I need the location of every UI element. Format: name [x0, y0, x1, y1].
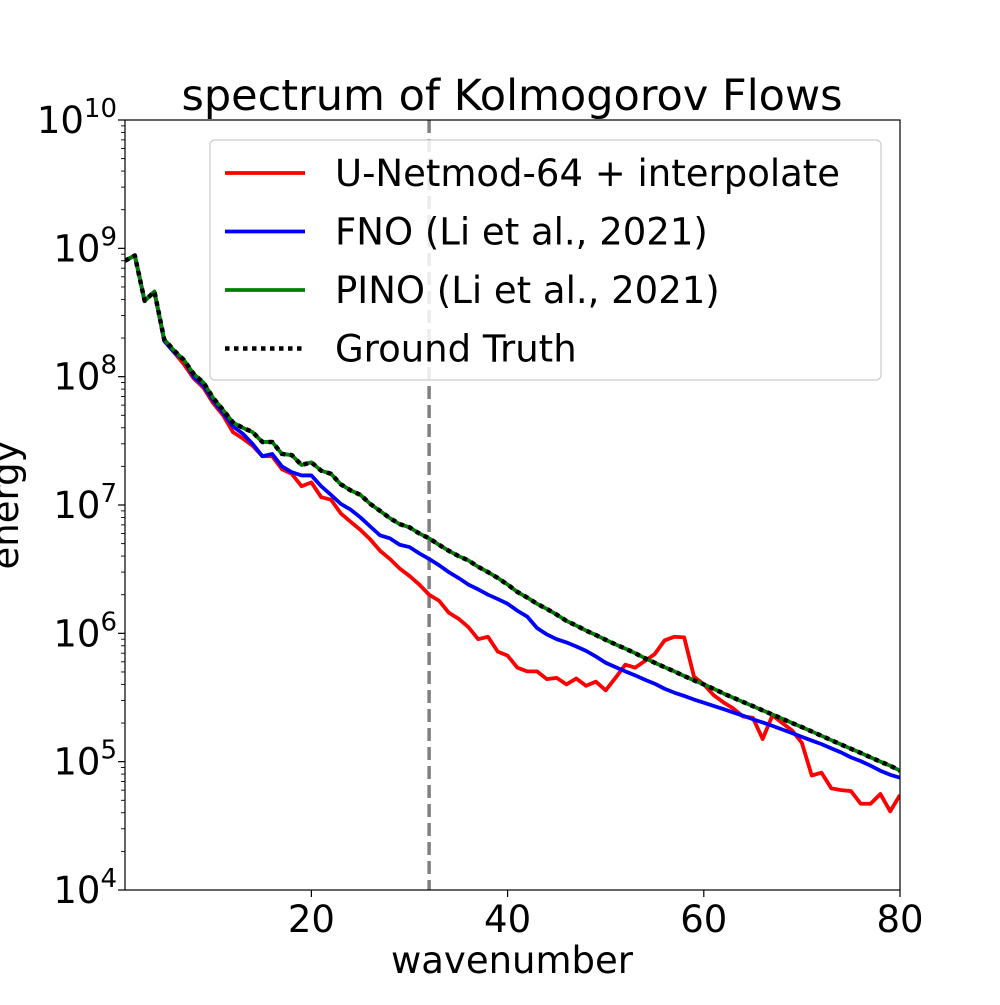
- series-group: [125, 253, 900, 814]
- plot-area: [125, 120, 900, 890]
- y-tick-label: 109: [53, 222, 117, 270]
- x-tick-label: 20: [288, 898, 335, 941]
- legend-label-3: PINO (Li et al., 2021): [335, 269, 720, 312]
- axis-ticks: 20 40 60 80 104 105 106 107 108 109 1010: [37, 94, 924, 941]
- x-tick-label: 80: [876, 898, 923, 941]
- legend-box: [209, 139, 882, 381]
- chart-title: spectrum of Kolmogorov Flows: [181, 71, 842, 121]
- series-line-2: [125, 253, 900, 780]
- y-axis-label: energy: [0, 441, 27, 570]
- legend-label-2: FNO (Li et al., 2021): [335, 211, 708, 254]
- x-tick-label: 40: [484, 898, 531, 941]
- legend-label-1: U-Netmod-64 + interpolate: [335, 152, 840, 195]
- x-tick-label: 60: [680, 898, 727, 941]
- y-tick-label: 104: [53, 864, 117, 912]
- y-tick-label: 108: [53, 351, 117, 399]
- series-line-4: [125, 253, 900, 773]
- y-tick-label: 105: [53, 736, 117, 784]
- legend-label-4: Ground Truth: [335, 328, 577, 371]
- x-axis-label: wavenumber: [391, 939, 634, 982]
- y-tick-label: 1010: [37, 94, 117, 142]
- legend: U-Netmod-64 + interpolate FNO (Li et al.,…: [209, 139, 882, 381]
- y-tick-label: 106: [53, 607, 117, 655]
- y-tick-label: 107: [53, 479, 117, 527]
